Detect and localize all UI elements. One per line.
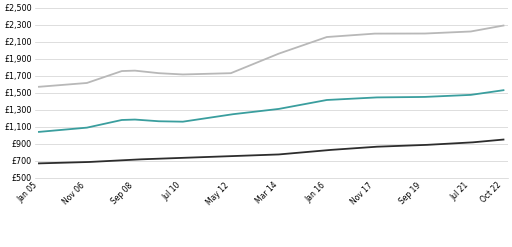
Other London	[36, 130, 42, 133]
Prime Central London	[326, 35, 332, 38]
GB	[234, 154, 241, 157]
Other London	[204, 117, 210, 120]
GB	[396, 144, 402, 147]
Prime Central London	[204, 72, 210, 75]
Line: Other London: Other London	[39, 90, 503, 132]
Line: Prime Central London: Prime Central London	[39, 25, 503, 87]
Other London	[326, 98, 332, 101]
Line: GB: GB	[39, 140, 503, 163]
Prime Central London	[444, 31, 450, 34]
GB	[444, 142, 450, 145]
GB	[500, 138, 506, 141]
Prime Central London	[234, 69, 241, 72]
Prime Central London	[500, 24, 506, 27]
GB	[36, 162, 42, 165]
Other London	[234, 112, 241, 115]
Other London	[269, 108, 275, 111]
Prime Central London	[396, 32, 402, 35]
Other London	[444, 94, 450, 97]
Other London	[396, 96, 402, 99]
GB	[326, 148, 332, 151]
GB	[269, 153, 275, 156]
GB	[204, 156, 210, 159]
Prime Central London	[36, 85, 42, 88]
Other London	[500, 89, 506, 92]
Prime Central London	[269, 55, 275, 58]
